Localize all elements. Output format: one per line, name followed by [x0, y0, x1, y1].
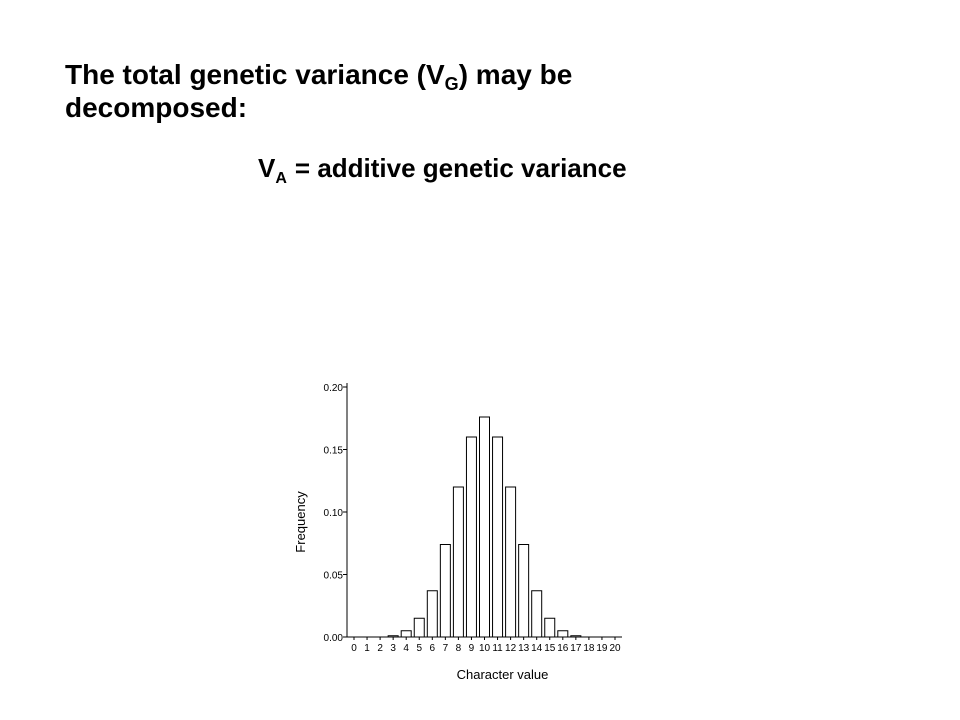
x-tick-label: 18 [583, 643, 595, 654]
y-axis-label: Frequency [293, 491, 308, 553]
y-tick-label: 0.20 [324, 383, 344, 394]
x-tick-label: 5 [416, 643, 422, 654]
slide-title: The total genetic variance (VG) may be [65, 59, 572, 94]
x-tick-label: 3 [390, 643, 396, 654]
point-text: = additive genetic variance [295, 153, 627, 183]
bar [413, 617, 425, 638]
x-tick-label: 11 [492, 643, 503, 654]
x-tick-label: 0 [351, 643, 357, 654]
x-tick-label: 1 [364, 643, 370, 654]
title-subscript: G [445, 74, 459, 94]
x-tick-label: 6 [430, 643, 436, 654]
title-text: The total genetic variance (V [65, 59, 445, 90]
x-tick-label: 20 [609, 643, 621, 654]
bar [479, 416, 490, 638]
x-tick-label: 4 [403, 643, 409, 654]
bar [439, 544, 451, 638]
y-tick-label: 0.15 [324, 446, 344, 457]
bar [570, 635, 582, 638]
x-tick-label: 16 [557, 643, 569, 654]
x-tick-label: 17 [570, 643, 582, 654]
bar [518, 544, 530, 638]
title-text: ) may be [459, 59, 573, 90]
bar [387, 635, 399, 638]
x-tick-label: 10 [479, 643, 491, 654]
x-axis-label: Character value [457, 667, 549, 682]
bar [492, 436, 504, 638]
x-tick-label: 19 [596, 643, 608, 654]
bar [452, 486, 464, 638]
point-symbol: V [258, 153, 276, 183]
y-tick-label: 0.00 [324, 633, 344, 644]
bar [465, 436, 477, 638]
x-tick-label: 15 [544, 643, 556, 654]
x-tick-label: 2 [377, 643, 383, 654]
x-tick-label: 13 [518, 643, 530, 654]
x-tick-label: 12 [505, 643, 517, 654]
x-tick-label: 7 [443, 643, 449, 654]
point-subscript: A [275, 170, 287, 187]
bar [400, 630, 412, 638]
x-tick-label: 9 [469, 643, 475, 654]
bar [531, 590, 543, 638]
x-tick-label: 8 [456, 643, 462, 654]
bar [505, 486, 517, 638]
bar [426, 590, 438, 638]
slide-point: VA = additive genetic variance [258, 153, 627, 187]
y-tick-label: 0.05 [324, 571, 344, 582]
x-tick-label: 14 [531, 643, 543, 654]
bar [544, 617, 556, 638]
slide-title: decomposed: [65, 92, 247, 123]
bar [557, 630, 569, 638]
y-tick-label: 0.10 [324, 508, 344, 519]
